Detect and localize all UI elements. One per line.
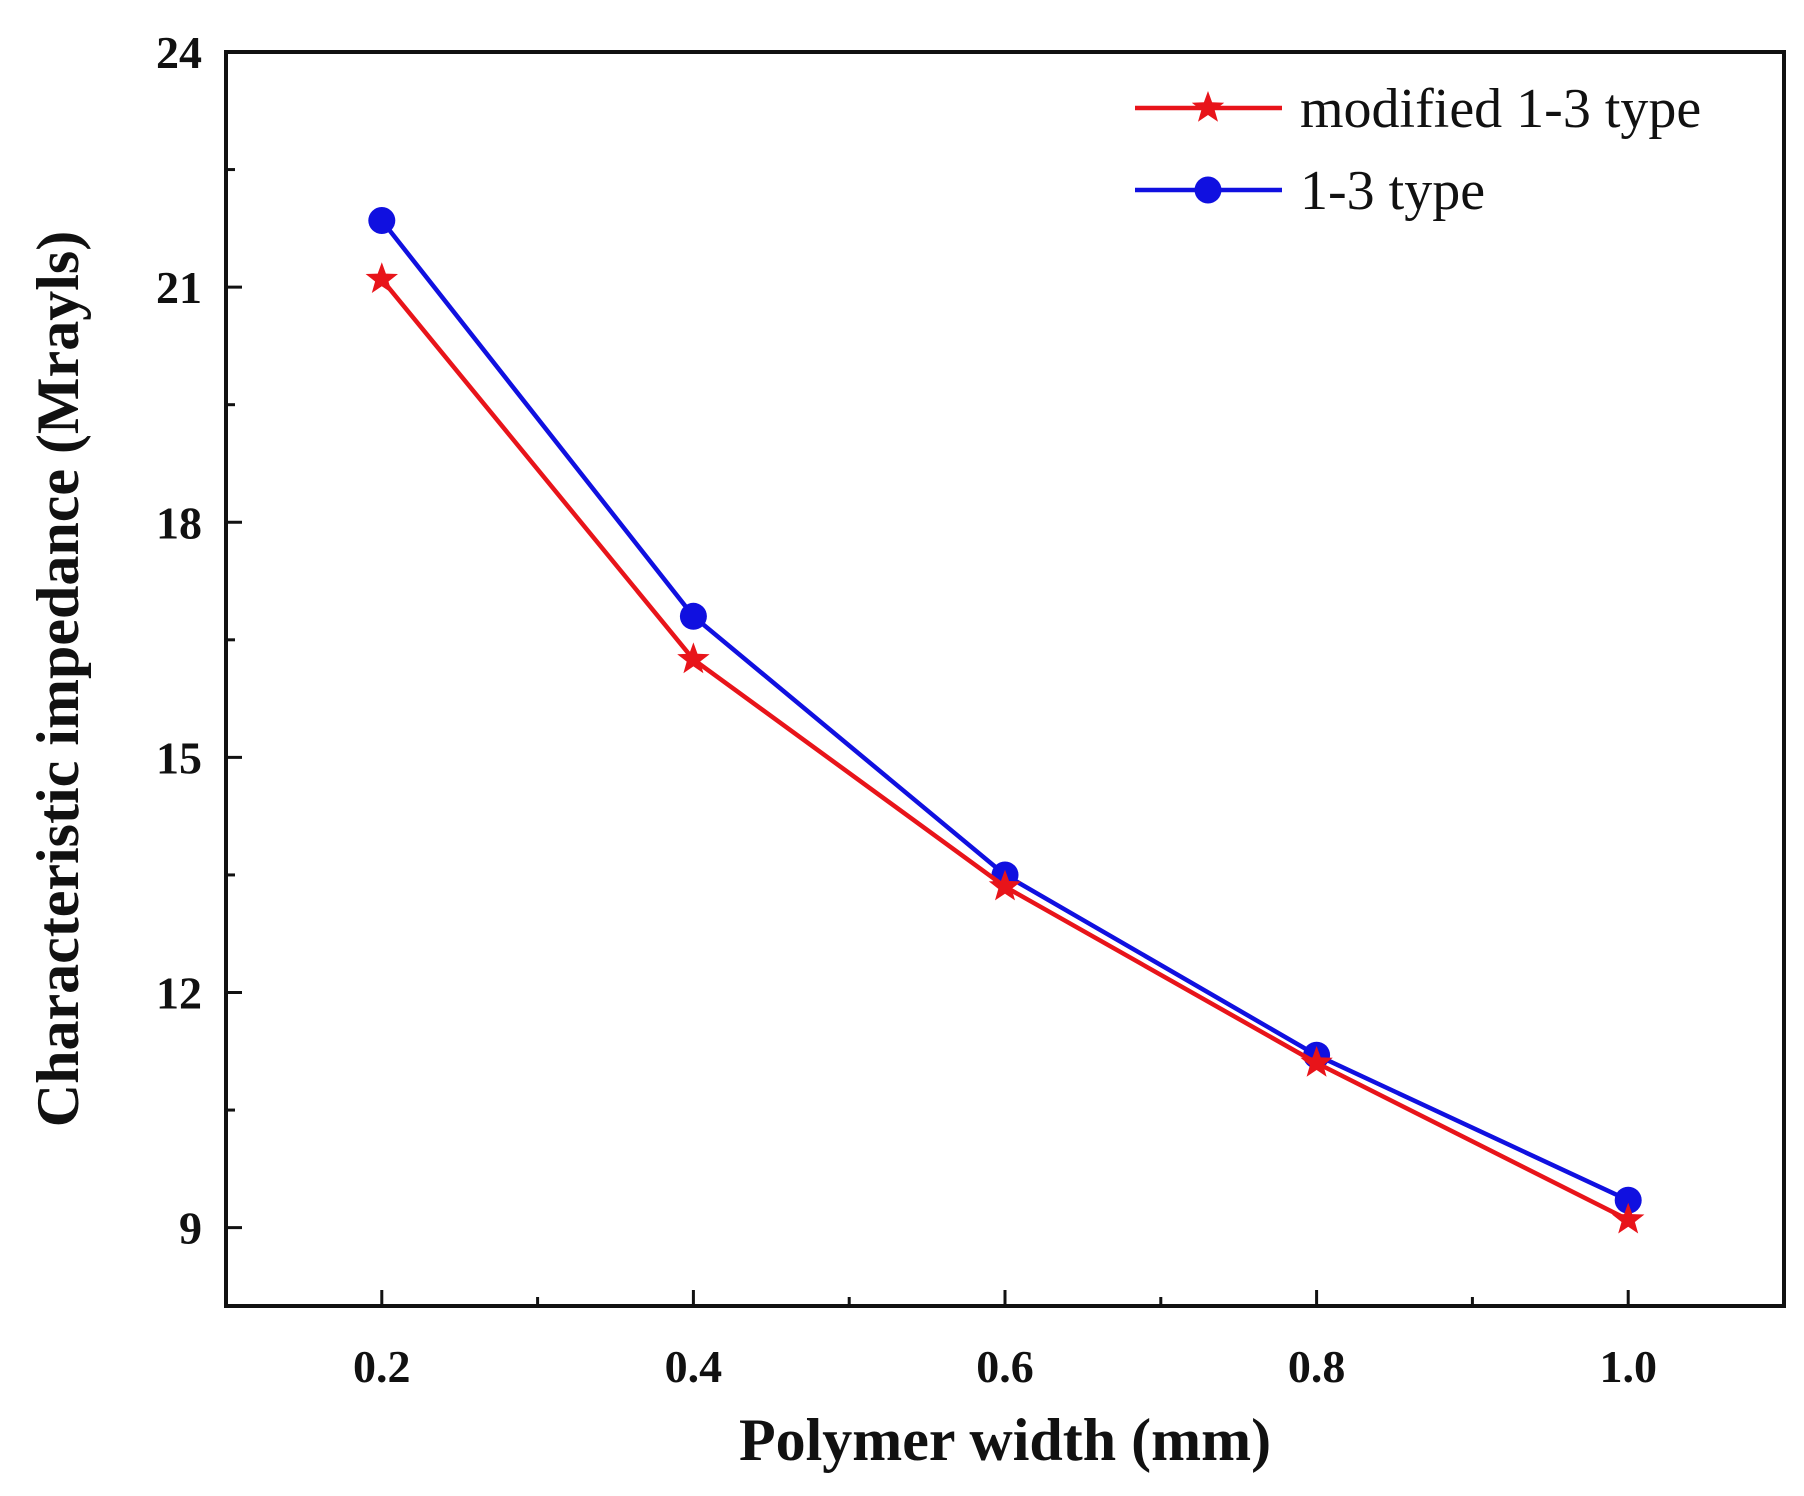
- series-line: [379, 218, 1631, 1203]
- series-line: [379, 277, 1631, 1223]
- x-tick-label: 0.6: [976, 1341, 1034, 1392]
- data-point-star: [365, 262, 398, 293]
- y-tick-label: 9: [179, 1203, 202, 1254]
- data-point-star: [1300, 1046, 1333, 1077]
- data-point-star: [1612, 1202, 1645, 1234]
- y-tick-label: 18: [156, 497, 202, 548]
- data-point-circle: [1614, 1186, 1642, 1214]
- series-circle: [368, 207, 1642, 1214]
- x-tick-label: 0.2: [353, 1341, 411, 1392]
- data-point-circle: [368, 207, 396, 235]
- legend-marker-circle: [1194, 176, 1222, 204]
- legend: modified 1-3 type 1-3 type: [1135, 78, 1701, 222]
- series-layer: [365, 207, 1645, 1234]
- legend-label: modified 1-3 type: [1300, 78, 1701, 140]
- x-tick-label: 0.4: [665, 1341, 723, 1392]
- x-tick-label: 0.8: [1288, 1341, 1346, 1392]
- legend-label: 1-3 type: [1300, 160, 1485, 222]
- y-tick-label: 24: [156, 27, 202, 78]
- y-axis-title: Characteristic impedance (Mrayls): [25, 231, 91, 1127]
- x-tick-label: 1.0: [1599, 1341, 1657, 1392]
- y-axis-ticks: 9 12 15 18 21 24: [156, 27, 242, 1254]
- x-axis-ticks: 0.2 0.4 0.6 0.8 1.0: [353, 1290, 1657, 1392]
- series-star: [365, 262, 1645, 1234]
- plot-frame: [224, 50, 1786, 1308]
- legend-marker-star: [1191, 91, 1225, 122]
- data-point-circle: [679, 602, 707, 630]
- data-point-star: [988, 869, 1022, 901]
- y-tick-label: 15: [156, 732, 202, 783]
- y-tick-label: 12: [156, 968, 202, 1019]
- x-axis-title: Polymer width (mm): [739, 1407, 1271, 1473]
- y-tick-label: 21: [156, 262, 202, 313]
- data-point-star: [677, 642, 710, 674]
